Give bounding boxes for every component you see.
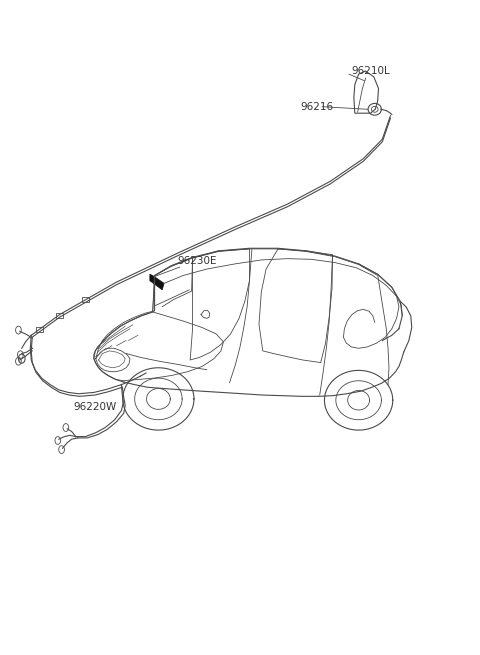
Bar bbox=[83, 297, 89, 302]
Polygon shape bbox=[150, 274, 164, 290]
Bar bbox=[56, 313, 63, 318]
Bar bbox=[36, 327, 43, 332]
Text: 96210L: 96210L bbox=[351, 66, 390, 76]
Text: 96220W: 96220W bbox=[73, 402, 116, 412]
Text: 96216: 96216 bbox=[301, 102, 334, 112]
Text: 96230E: 96230E bbox=[178, 255, 217, 266]
